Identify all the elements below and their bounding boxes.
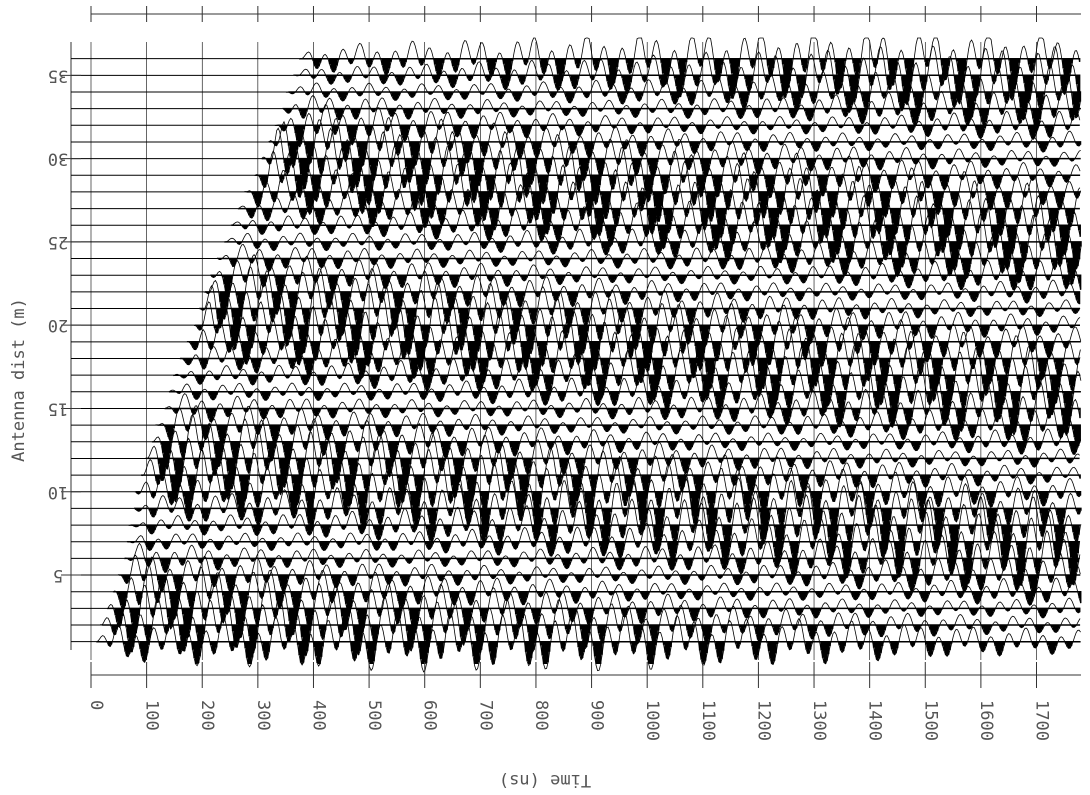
trace-wiggle <box>126 511 1081 572</box>
trace-wiggle <box>146 427 1080 490</box>
trace-wiggle <box>287 63 1081 121</box>
trace-fill <box>274 124 1080 147</box>
trace-wiggle <box>245 160 1082 222</box>
x-tick-label: 1000 <box>642 700 662 741</box>
y-tick-label: 10 <box>48 482 68 502</box>
trace-fill <box>203 291 1081 320</box>
trace-wiggle <box>204 265 1080 320</box>
trace-wiggle <box>299 37 1080 90</box>
trace-wiggle <box>129 494 1081 557</box>
x-tick-label: 900 <box>587 700 607 731</box>
trace-fill <box>106 607 1081 638</box>
trace-fill <box>298 57 1081 89</box>
x-tick-label: 1500 <box>920 700 940 741</box>
trace-wiggle <box>164 381 1081 437</box>
y-tick-label: 25 <box>48 232 68 252</box>
trace-wiggle <box>140 444 1081 507</box>
y-tick-label: 35 <box>48 65 68 85</box>
x-axis-title: Time (ns) <box>499 770 591 790</box>
trace-fill <box>179 357 1080 389</box>
x-tick-label: 500 <box>364 700 384 731</box>
x-tick-label: 0 <box>86 700 106 710</box>
x-tick-label: 1400 <box>865 700 885 741</box>
x-tick-label: 100 <box>142 700 162 731</box>
x-tick-label: 200 <box>197 700 217 731</box>
x-tick-label: 1300 <box>809 700 829 741</box>
trace-wiggle <box>111 563 1082 620</box>
trace-fill <box>282 107 1081 131</box>
x-tick-label: 600 <box>420 700 440 731</box>
x-tick-label: 400 <box>308 700 328 731</box>
trace-wiggle <box>151 413 1082 470</box>
y-tick-label: 15 <box>48 398 68 418</box>
trace-fill <box>134 491 1082 522</box>
x-tick-label: 800 <box>531 700 551 731</box>
y-tick-label: 5 <box>53 565 63 585</box>
trace-fill <box>99 624 1081 656</box>
trace-fill <box>254 174 1081 206</box>
trace-wiggle <box>118 552 1081 597</box>
trace-wiggle <box>134 477 1082 540</box>
trace-fill <box>173 374 1081 406</box>
y-tick-label: 20 <box>48 315 68 335</box>
trace-wiggle <box>187 311 1082 373</box>
trace-wiggle <box>173 344 1081 407</box>
trace-wiggle <box>107 577 1080 639</box>
y-axis-title: Antenna dist (m) <box>9 298 29 462</box>
x-tick-label: 1600 <box>976 700 996 741</box>
trace-wiggle <box>194 293 1081 356</box>
trace-wiggle <box>210 253 1081 296</box>
trace-wiggle <box>276 104 1081 148</box>
x-tick-label: 300 <box>253 700 273 731</box>
trace-wiggle <box>282 84 1081 131</box>
trace-wiggle <box>168 362 1082 421</box>
trace-wiggle <box>135 460 1081 522</box>
trace-fill <box>244 191 1081 222</box>
trace-fill <box>216 257 1081 285</box>
trace-wiggle <box>156 404 1081 448</box>
trace-wiggle <box>199 277 1081 340</box>
trace-fill <box>145 457 1080 489</box>
x-tick-label: 1200 <box>753 700 773 741</box>
trace-fill <box>193 324 1080 356</box>
x-tick-label: 700 <box>475 700 495 731</box>
trace-fill <box>168 391 1081 421</box>
x-tick-label: 1700 <box>1032 700 1052 741</box>
trace-wiggle <box>124 529 1081 586</box>
trace-wiggle <box>101 593 1081 657</box>
y-tick-label: 30 <box>48 149 68 169</box>
x-tick-label: 1100 <box>698 700 718 741</box>
